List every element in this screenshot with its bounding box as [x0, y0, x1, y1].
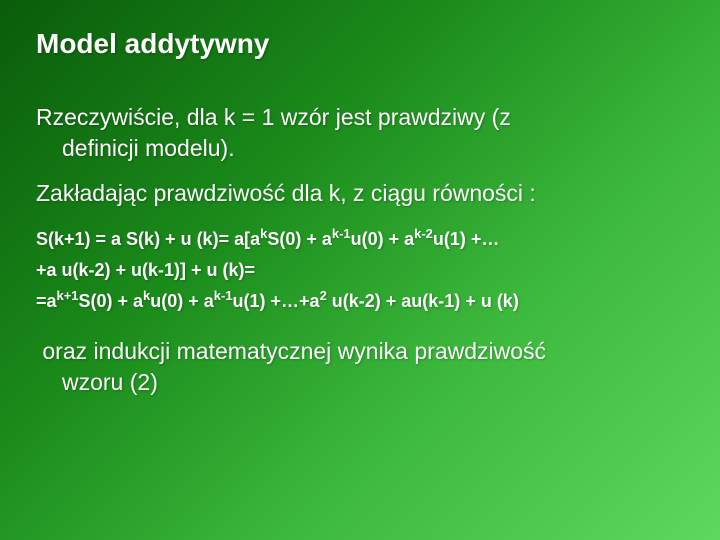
eq3-part-c: u(0) + a	[150, 291, 214, 311]
sup-k-1: k-1	[332, 226, 351, 241]
sup-k-1-b: k-1	[214, 288, 233, 303]
eq1-part-c: u(0) + a	[351, 229, 415, 249]
equation-line-1: S(k+1) = a S(k) + u (k)= a[akS(0) + ak-1…	[36, 229, 684, 250]
eq1-part-d: u(1) +…	[433, 229, 500, 249]
sup-k-2: k-2	[414, 226, 433, 241]
equation-line-2: +a u(k-2) + u(k-1)] + u (k)=	[36, 260, 684, 281]
paragraph-3: oraz indukcji matematycznej wynika prawd…	[36, 336, 684, 398]
p1-line2: definicji modelu).	[62, 135, 235, 161]
eq3-part-e: u(k-2) + au(k-1) + u (k)	[327, 291, 519, 311]
slide-title: Model addytywny	[36, 28, 684, 60]
eq3-part-b: S(0) + a	[79, 291, 144, 311]
p3-line1: oraz indukcji matematycznej wynika prawd…	[42, 338, 546, 364]
sup-2: 2	[320, 288, 327, 303]
equation-line-3: =ak+1S(0) + aku(0) + ak-1u(1) +…+a2 u(k-…	[36, 291, 684, 312]
eq1-part-b: S(0) + a	[267, 229, 332, 249]
paragraph-2: Zakładając prawdziwość dla k, z ciągu ró…	[36, 178, 684, 209]
eq3-part-d: u(1) +…+a	[233, 291, 320, 311]
sup-k-plus-1: k+1	[57, 288, 79, 303]
eq1-part-a: S(k+1) = a S(k) + u (k)= a[a	[36, 229, 260, 249]
p1-line1: Rzeczywiście, dla k = 1 wzór jest prawdz…	[36, 104, 511, 130]
paragraph-1: Rzeczywiście, dla k = 1 wzór jest prawdz…	[36, 102, 684, 164]
p3-line2: wzoru (2)	[62, 369, 158, 395]
eq3-part-a: =a	[36, 291, 57, 311]
